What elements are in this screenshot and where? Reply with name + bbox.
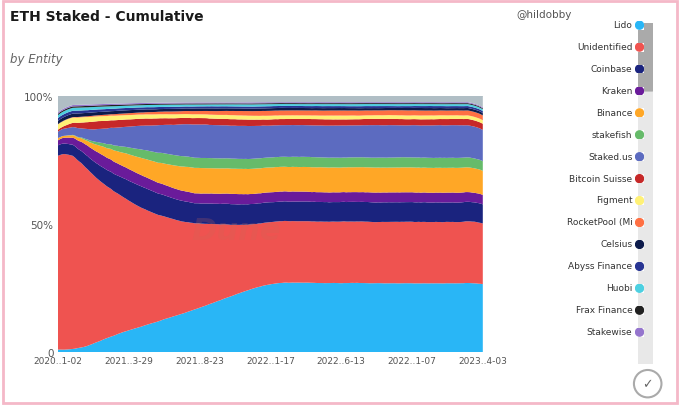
Text: Staked.us: Staked.us <box>588 152 632 161</box>
Text: Unidentified: Unidentified <box>577 43 632 52</box>
Text: @hildobby: @hildobby <box>517 10 572 20</box>
Text: Figment: Figment <box>596 196 632 205</box>
Text: ETH Staked - Cumulative: ETH Staked - Cumulative <box>10 10 204 24</box>
Circle shape <box>636 44 643 52</box>
Circle shape <box>636 110 643 117</box>
Text: stakefish: stakefish <box>592 130 632 139</box>
Text: RocketPool (Mi: RocketPool (Mi <box>566 218 632 227</box>
Text: ✓: ✓ <box>643 377 653 390</box>
Text: Frax Finance: Frax Finance <box>576 305 632 314</box>
Text: Lido: Lido <box>613 21 632 30</box>
Circle shape <box>636 22 643 30</box>
Text: Huobi: Huobi <box>606 284 632 292</box>
Circle shape <box>636 285 643 292</box>
Text: Kraken: Kraken <box>601 87 632 96</box>
Text: Abyss Finance: Abyss Finance <box>568 262 632 271</box>
Circle shape <box>636 132 643 139</box>
Circle shape <box>636 197 643 205</box>
Circle shape <box>634 370 662 397</box>
Circle shape <box>636 241 643 249</box>
Circle shape <box>636 175 643 183</box>
Circle shape <box>636 307 643 314</box>
Circle shape <box>636 328 643 336</box>
Circle shape <box>636 219 643 227</box>
Circle shape <box>636 263 643 271</box>
Text: Dune: Dune <box>192 217 281 246</box>
FancyBboxPatch shape <box>637 14 653 92</box>
Text: Binance: Binance <box>596 109 632 117</box>
Text: by Entity: by Entity <box>10 53 63 66</box>
Circle shape <box>636 66 643 74</box>
Text: Coinbase: Coinbase <box>591 65 632 74</box>
Text: Celsius: Celsius <box>600 240 632 249</box>
Text: Bitcoin Suisse: Bitcoin Suisse <box>569 174 632 183</box>
Text: Stakewise: Stakewise <box>587 327 632 336</box>
Circle shape <box>636 88 643 96</box>
Circle shape <box>636 153 643 161</box>
